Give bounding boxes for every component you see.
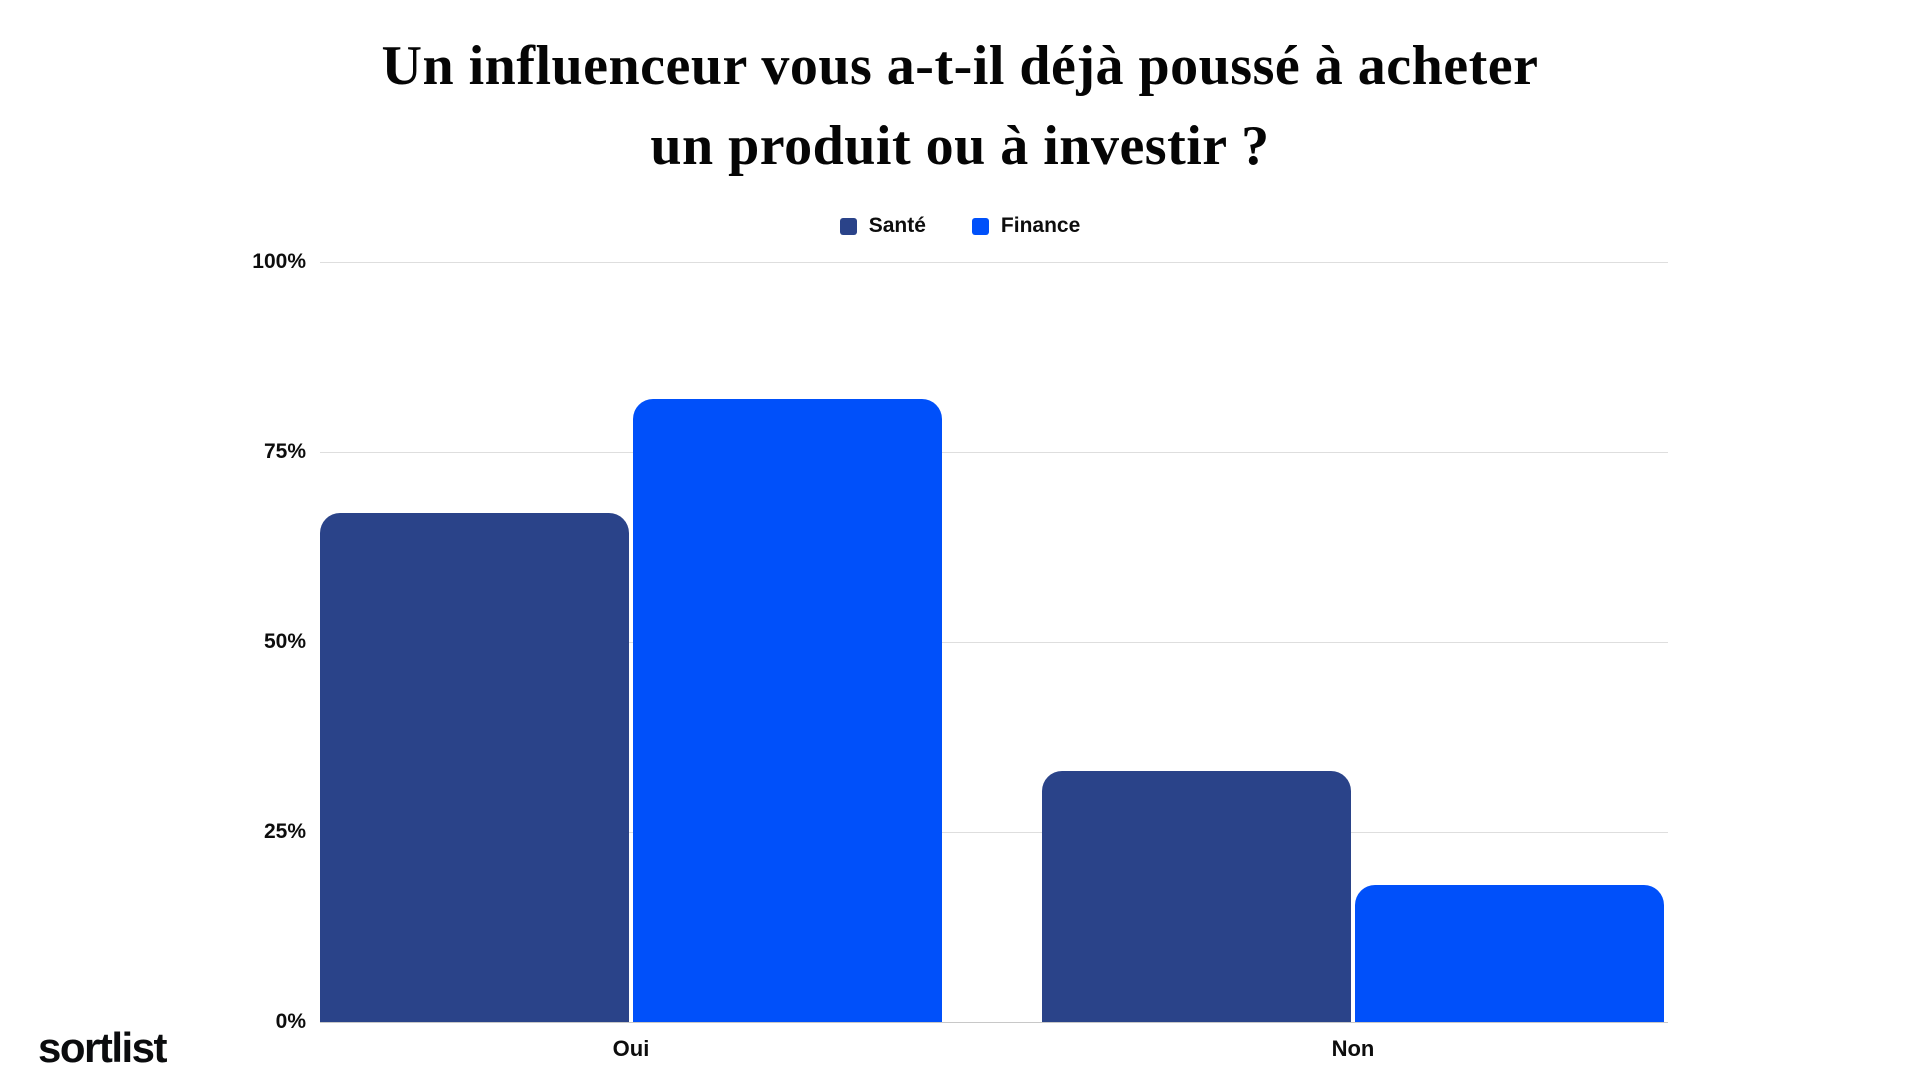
gridline-50: [320, 642, 1668, 643]
x-axis-label-non: Non: [1331, 1036, 1375, 1061]
gridline-0: [320, 1022, 1668, 1023]
plot-area: [320, 262, 1668, 1023]
legend-swatch-icon: [839, 217, 857, 235]
y-axis-tick-0: 0%: [275, 1010, 306, 1033]
y-axis-tick-25: 25%: [263, 820, 306, 843]
gridline-75: [320, 452, 1668, 453]
chart-title-line2: un produit ou à investir ?: [650, 115, 1270, 177]
gridline-25: [320, 832, 1668, 833]
bar-sant-non: [1042, 771, 1351, 1022]
legend-label: Finance: [1000, 214, 1081, 237]
legend-swatch-icon: [971, 217, 989, 235]
legend-item-sant: Santé: [839, 214, 926, 238]
y-axis-tick-100: 100%: [252, 250, 306, 273]
legend-label: Santé: [868, 214, 926, 237]
legend-item-finance: Finance: [971, 214, 1081, 238]
y-axis-tick-75: 75%: [263, 440, 306, 463]
bar-finance-non: [1355, 885, 1664, 1022]
gridline-100: [320, 262, 1668, 263]
bar-sant-oui: [320, 513, 629, 1022]
legend: Santé Finance: [0, 214, 1920, 238]
chart-title: Un influenceur vous a-t-il déjà poussé à…: [0, 26, 1920, 186]
sortlist-logo: sortlist: [38, 1024, 168, 1071]
chart-title-line1: Un influenceur vous a-t-il déjà poussé à…: [381, 35, 1539, 97]
x-axis-label-oui: Oui: [612, 1036, 650, 1061]
y-axis-tick-50: 50%: [263, 630, 306, 653]
bar-finance-oui: [633, 399, 942, 1022]
